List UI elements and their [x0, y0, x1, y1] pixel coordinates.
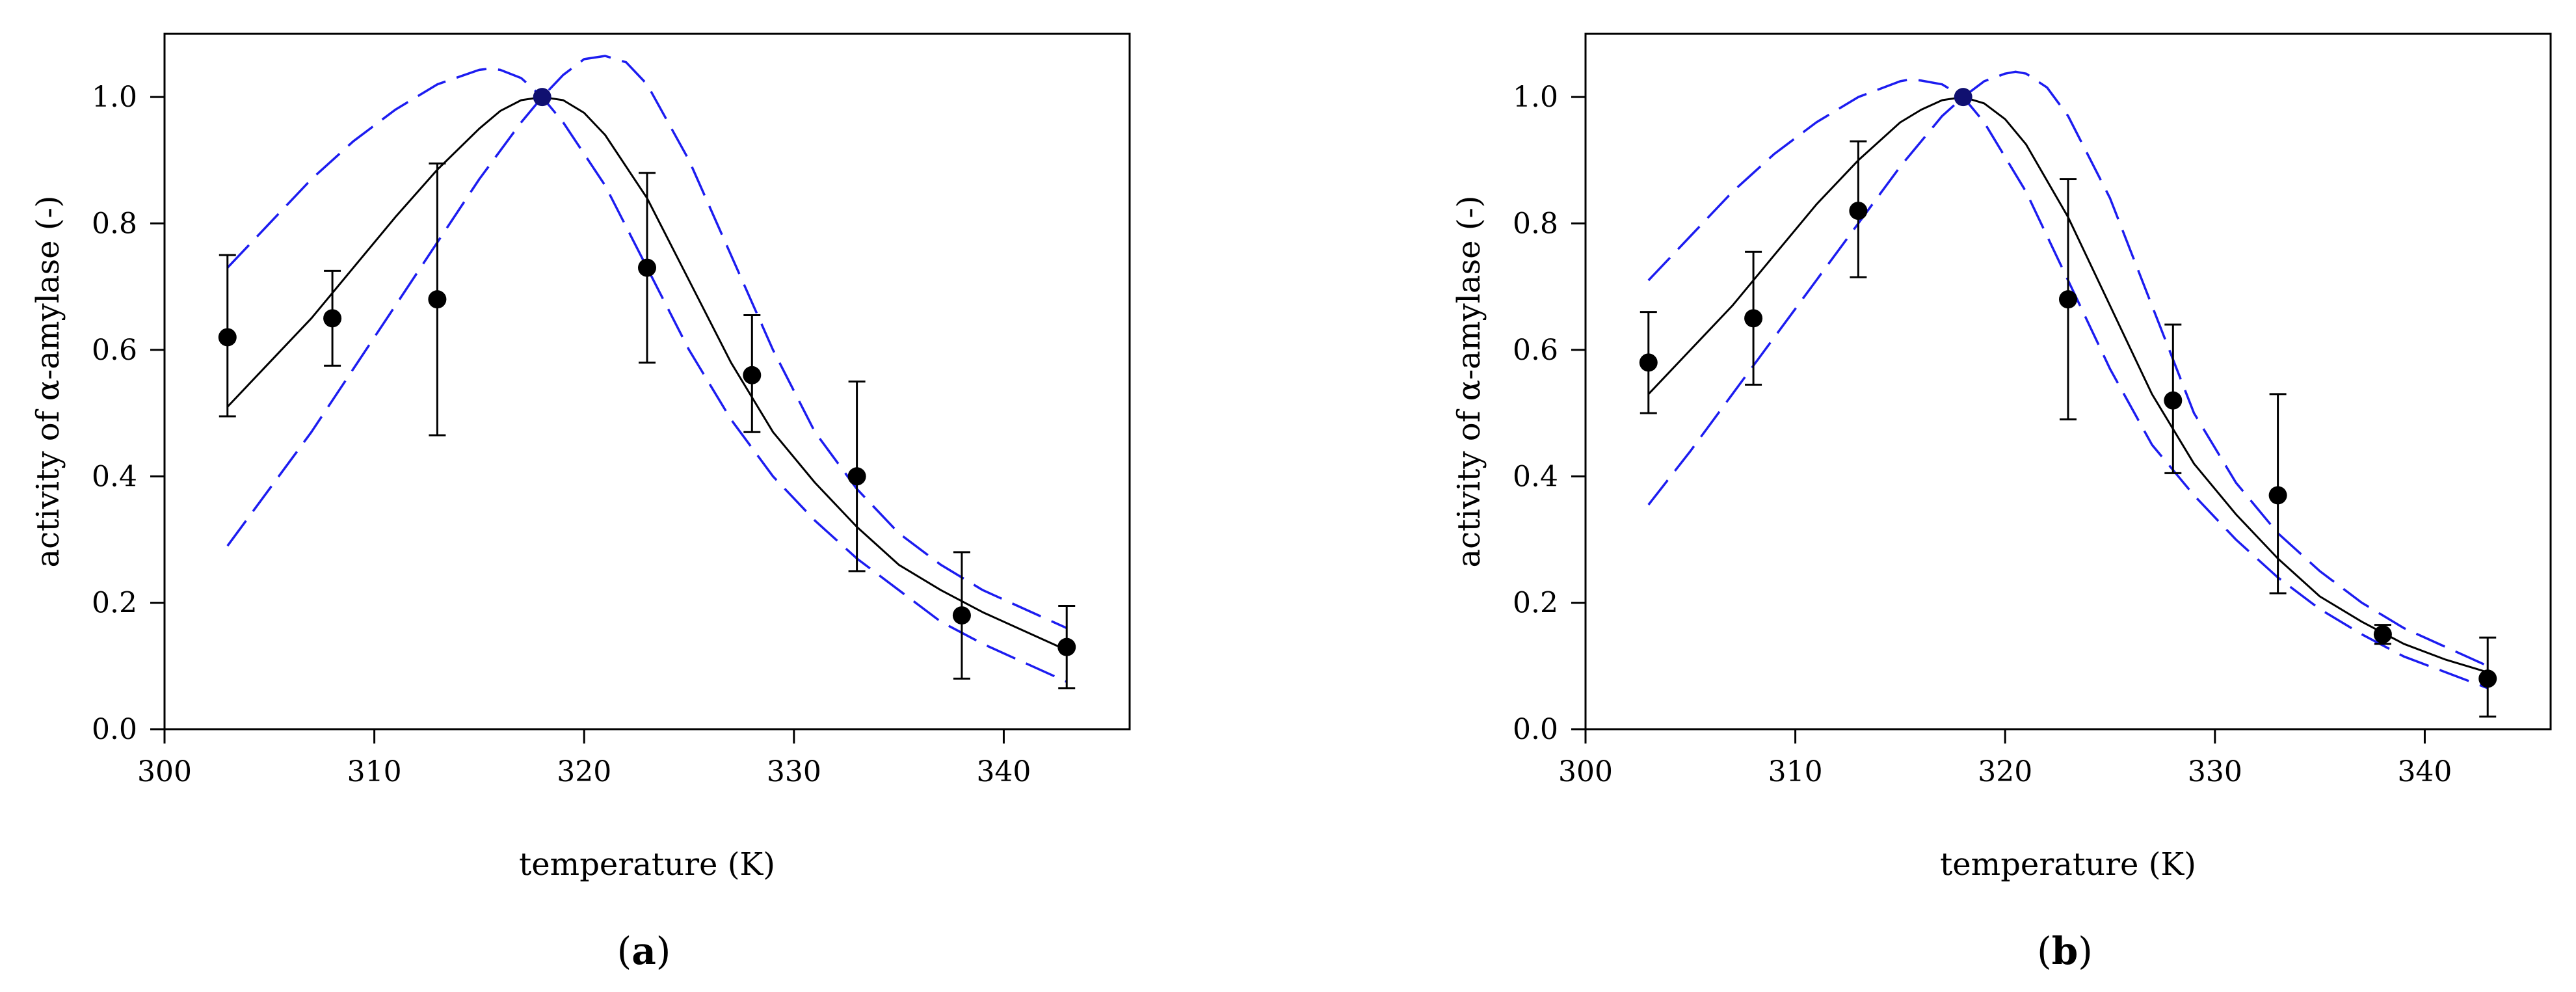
- y-tick-label-a: 1.0: [92, 81, 137, 114]
- y-tick-label-a: 0.8: [92, 208, 137, 241]
- y-tick-label-a: 0.2: [92, 587, 137, 620]
- data-point-a: [847, 467, 866, 486]
- panel-label-a: (a): [617, 929, 671, 973]
- x-axis-title-b: temperature (K): [1940, 846, 2196, 883]
- data-point-a: [952, 606, 971, 625]
- data-point-a: [638, 258, 656, 277]
- plot-frame-b: [1584, 33, 2552, 731]
- data-point-b: [1849, 202, 1868, 221]
- y-tick-label-a: 0.4: [92, 460, 137, 493]
- upper-bound-curve-b: [1647, 78, 2488, 690]
- y-axis-title-b: activity of α-amylase (-): [1451, 195, 1487, 567]
- y-tick-label-b: 0.0: [1513, 713, 1558, 746]
- data-point-a: [323, 309, 342, 328]
- y-tick-label-b: 0.2: [1513, 587, 1558, 620]
- data-point-b: [2478, 669, 2497, 688]
- y-tick-label-b: 0.4: [1513, 460, 1558, 493]
- x-tick-label-b: 330: [2188, 755, 2242, 788]
- fit-curve-a: [226, 96, 1067, 651]
- data-point-b: [1639, 353, 1658, 372]
- x-tick-label-a: 320: [557, 755, 611, 788]
- plot-layer-b: 300 310 320 330 340 0.0 0.2 0.4 0.6 0.8 1.0: [1513, 70, 2497, 788]
- x-tick-label-b: 310: [1768, 755, 1823, 788]
- x-tick-label-b: 320: [1978, 755, 2032, 788]
- x-tick-label-b: 340: [2397, 755, 2452, 788]
- data-point-b: [2059, 290, 2077, 309]
- x-tick-label-a: 330: [767, 755, 821, 788]
- fit-curve-b: [1647, 96, 2488, 673]
- plot-layer-a: 300 310 320 330 340 0.0 0.2 0.4 0.6 0.8 1.0: [92, 55, 1076, 788]
- data-point-b: [2268, 486, 2287, 505]
- plot-frame-a: [163, 33, 1131, 731]
- data-point-b: [2164, 391, 2183, 410]
- data-point-b: [1744, 309, 1763, 328]
- data-point-b: [2373, 625, 2392, 644]
- lower-bound-curve-a: [226, 55, 1067, 630]
- chart-panel-a: 300 310 320 330 340 0.0 0.2 0.4 0.6 0.8 1.0 temper…: [30, 33, 1131, 973]
- y-tick-label-b: 1.0: [1513, 81, 1558, 114]
- panel-label-b: (b): [2037, 929, 2093, 973]
- x-tick-label-a: 310: [347, 755, 402, 788]
- upper-bound-curve-a: [226, 67, 1067, 683]
- x-axis-title-a: temperature (K): [519, 846, 775, 883]
- data-point-a: [428, 290, 447, 309]
- data-point-b: [1954, 88, 1972, 107]
- data-point-a: [1057, 637, 1076, 656]
- y-tick-label-a: 0.0: [92, 713, 137, 746]
- panel-letter-a: a: [631, 929, 656, 973]
- y-tick-label-a: 0.6: [92, 334, 137, 367]
- data-point-a: [533, 88, 551, 107]
- y-axis-title-a: activity of α-amylase (-): [30, 195, 66, 567]
- panel-letter-b: b: [2052, 929, 2078, 973]
- x-tick-label-b: 300: [1558, 755, 1613, 788]
- y-tick-label-b: 0.6: [1513, 334, 1558, 367]
- x-tick-label-a: 340: [976, 755, 1031, 788]
- x-tick-label-a: 300: [137, 755, 192, 788]
- y-tick-label-b: 0.8: [1513, 208, 1558, 241]
- data-point-a: [218, 328, 237, 347]
- data-point-a: [743, 366, 762, 384]
- chart-panel-b: 300 310 320 330 340 0.0 0.2 0.4 0.6 0.8 1.0 temper…: [1451, 33, 2552, 973]
- lower-bound-curve-b: [1647, 70, 2488, 667]
